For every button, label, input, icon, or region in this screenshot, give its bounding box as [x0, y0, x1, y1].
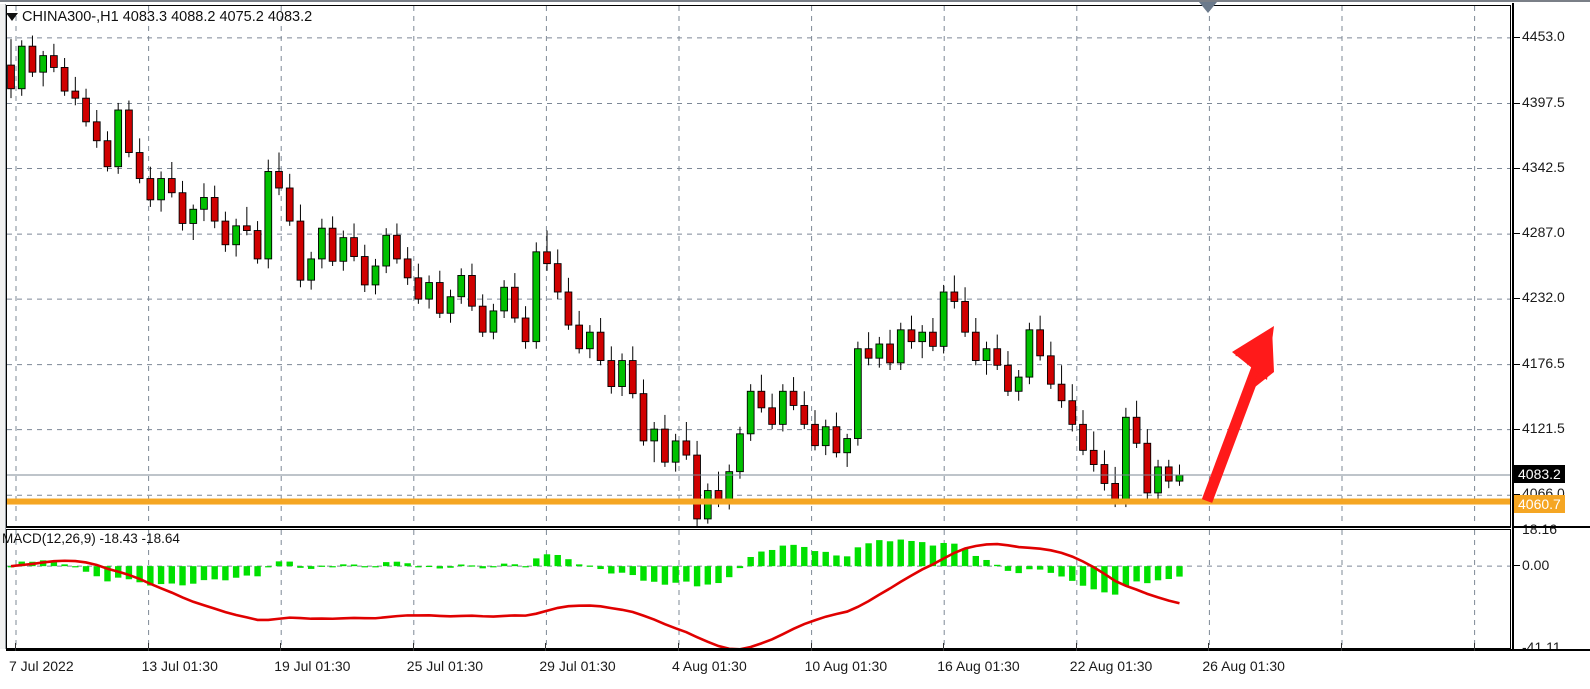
- time-tick-10: [1341, 643, 1342, 651]
- time-tick-label-9: 26 Aug 01:30: [1202, 658, 1285, 674]
- price-candles-svg: [7, 6, 1510, 526]
- time-tick-7: [943, 643, 945, 651]
- time-tick-2: [280, 643, 282, 651]
- level-price-badge: 4060.7: [1514, 494, 1565, 513]
- price-tick-6: 4121.5: [1522, 419, 1565, 436]
- axis-tick: [1514, 102, 1520, 104]
- time-tick-3: [412, 643, 414, 651]
- macd-svg: [7, 530, 1510, 648]
- time-tick-label-1: 13 Jul 01:30: [141, 658, 218, 674]
- time-tick-9: [1208, 643, 1210, 651]
- axis-tick: [1514, 167, 1520, 169]
- time-tick-0: [15, 643, 16, 651]
- time-axis-line: [6, 649, 1590, 651]
- time-tick-label-4: 29 Jul 01:30: [539, 658, 616, 674]
- time-tick-4: [545, 643, 547, 651]
- macd-header-label: MACD(12,26,9) -18.43 -18.64: [2, 531, 180, 546]
- time-tick-label-5: 4 Aug 01:30: [672, 658, 747, 674]
- macd-indicator-pane[interactable]: [6, 529, 1511, 649]
- price-tick-0: 4453.0: [1522, 27, 1565, 44]
- price-axis[interactable]: 4453.0 4397.5 4342.5 4287.0 4232.0 4176.5 4121…: [1512, 3, 1590, 655]
- trend-arrow-annotation: [1201, 326, 1274, 503]
- axis-tick: [1514, 298, 1520, 300]
- price-tick-4: 4232.0: [1522, 289, 1565, 306]
- axis-separator: [1512, 526, 1590, 528]
- macd-tick-1: 0.00: [1522, 557, 1550, 574]
- axis-tick: [1514, 36, 1520, 38]
- time-tick-1: [147, 643, 149, 651]
- pane-divider: [6, 526, 1511, 528]
- current-price-badge: 4083.2: [1514, 464, 1565, 483]
- price-tick-2: 4342.5: [1522, 158, 1565, 175]
- left-rail: [0, 4, 6, 649]
- price-chart-pane[interactable]: [6, 5, 1511, 527]
- triangle-down-icon[interactable]: [6, 13, 18, 21]
- price-tick-5: 4176.5: [1522, 354, 1565, 371]
- time-tick-label-7: 16 Aug 01:30: [937, 658, 1020, 674]
- time-tick-11: [1473, 643, 1475, 651]
- time-tick-label-3: 25 Jul 01:30: [406, 658, 484, 674]
- time-tick-5: [678, 643, 679, 651]
- triangle-down-marker-icon: [1199, 2, 1218, 13]
- symbol-header: CHINA300-,H1 4083.3 4088.2 4075.2 4083.2: [22, 9, 313, 25]
- time-tick-label-8: 22 Aug 01:30: [1069, 658, 1153, 674]
- time-tick-label-2: 19 Jul 01:30: [274, 658, 351, 674]
- time-axis[interactable]: 7 Jul 2022 13 Jul 01:30 19 Jul 01:30 25 Jul…: [0, 643, 1590, 689]
- axis-tick: [1514, 428, 1520, 430]
- price-tick-1: 4397.5: [1522, 93, 1565, 110]
- macd-tick-0: 18.16: [1522, 521, 1558, 537]
- time-tick-8: [1075, 643, 1077, 651]
- time-tick-label-6: 10 Aug 01:30: [804, 658, 888, 674]
- axis-tick: [1514, 363, 1520, 365]
- price-tick-3: 4287.0: [1522, 224, 1565, 241]
- macd-axis-tick: [1514, 565, 1520, 567]
- axis-tick: [1514, 233, 1520, 235]
- time-tick-label-0: 7 Jul 2022: [9, 658, 74, 674]
- time-tick-6: [810, 643, 812, 651]
